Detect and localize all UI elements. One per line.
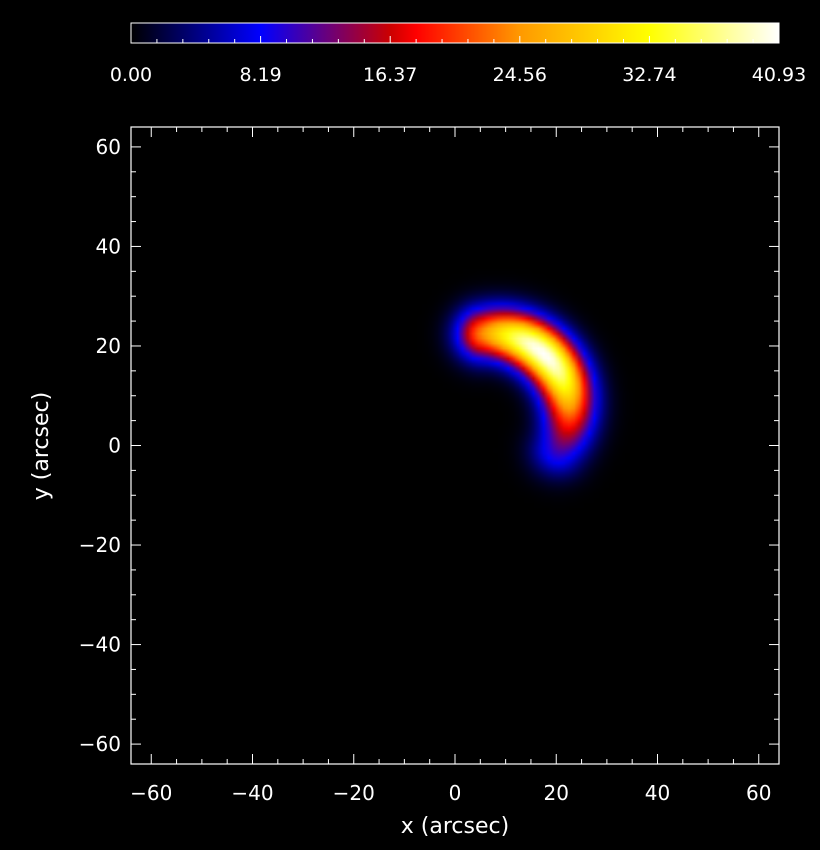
- colorbar-gradient: [130, 22, 780, 44]
- colorbar-tick-labels: 0.00 8.19 16.37 24.56 32.74 40.93: [110, 64, 806, 86]
- colorbar-tick-label: 32.74: [622, 64, 676, 86]
- y-tick-label: 20: [96, 334, 121, 358]
- y-tick-label: 0: [108, 434, 121, 458]
- x-tick-label: 0: [449, 781, 462, 805]
- x-tick-label: 20: [544, 781, 569, 805]
- y-tick-labels: −60 −40 −20 0 20 40 60: [79, 135, 121, 756]
- intensity-map: [131, 127, 779, 764]
- y-tick-label: 60: [96, 135, 121, 159]
- x-axis-title: x (arcsec): [401, 814, 509, 839]
- colorbar-ticks: [130, 36, 780, 43]
- colorbar-tick-label: 16.37: [363, 64, 417, 86]
- x-tick-label: 40: [645, 781, 670, 805]
- y-tick-label: 40: [96, 234, 121, 258]
- y-tick-label: −60: [79, 732, 121, 756]
- y-tick-label: −20: [79, 533, 121, 557]
- x-tick-label: −40: [231, 781, 273, 805]
- x-tick-label: −60: [130, 781, 172, 805]
- x-tick-labels: −60 −40 −20 0 20 40 60: [130, 781, 771, 805]
- colorbar: 0.00 8.19 16.37 24.56 32.74 40.93: [110, 22, 806, 86]
- y-tick-label: −40: [79, 633, 121, 657]
- plot-area: −60 −40 −20 0 20 40 60 −60 −40 −20 0 20 40 60: [79, 126, 780, 805]
- axis-ticks: [131, 127, 779, 764]
- y-axis-title: y (arcsec): [29, 392, 54, 500]
- x-tick-label: 60: [746, 781, 771, 805]
- colorbar-tick-label: 40.93: [752, 64, 806, 86]
- x-tick-label: −20: [333, 781, 375, 805]
- colorbar-tick-label: 8.19: [239, 64, 281, 86]
- colorbar-tick-label: 24.56: [493, 64, 547, 86]
- colorbar-tick-label: 0.00: [110, 64, 152, 86]
